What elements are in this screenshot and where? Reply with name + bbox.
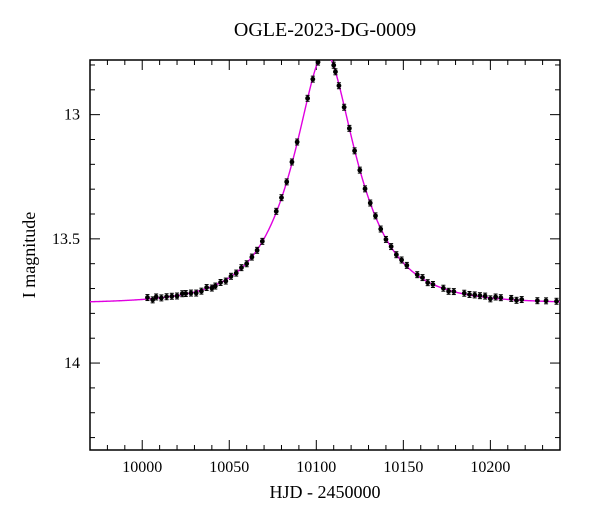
- x-tick-label: 10200: [470, 459, 510, 476]
- x-tick-label: 10050: [209, 459, 249, 476]
- data-point: [183, 291, 188, 296]
- data-point: [535, 298, 540, 303]
- data-point: [357, 168, 362, 173]
- y-tick-label: 13: [64, 107, 80, 124]
- data-point: [239, 265, 244, 270]
- data-point: [159, 296, 164, 301]
- data-point: [316, 60, 321, 65]
- data-point: [483, 294, 488, 299]
- data-point: [260, 239, 265, 244]
- data-point: [331, 63, 336, 68]
- data-point: [347, 126, 352, 131]
- data-point: [378, 227, 383, 232]
- data-point: [244, 261, 249, 266]
- data-point: [199, 289, 204, 294]
- data-point: [169, 294, 174, 299]
- data-point: [218, 280, 223, 285]
- data-point: [154, 295, 159, 300]
- data-point: [279, 195, 284, 200]
- data-point: [213, 284, 218, 289]
- data-point: [478, 293, 483, 298]
- data-point: [384, 237, 389, 242]
- data-point: [352, 148, 357, 153]
- data-point: [425, 280, 430, 285]
- data-point: [415, 272, 420, 277]
- data-point: [223, 279, 228, 284]
- data-point: [488, 296, 493, 301]
- data-point: [342, 105, 347, 110]
- data-point: [145, 295, 150, 300]
- data-point: [462, 291, 467, 296]
- data-point: [441, 286, 446, 291]
- data-point: [399, 258, 404, 263]
- data-point: [554, 299, 559, 304]
- data-point: [234, 271, 239, 276]
- data-point: [295, 140, 300, 145]
- data-point: [204, 285, 209, 290]
- data-point: [519, 297, 524, 302]
- data-point: [493, 295, 498, 300]
- data-point: [284, 179, 289, 184]
- data-point: [337, 83, 342, 88]
- data-point: [544, 298, 549, 303]
- data-point: [164, 294, 169, 299]
- data-point: [175, 294, 180, 299]
- data-point: [194, 291, 199, 296]
- chart-title: OGLE-2023-DG-0009: [234, 19, 416, 41]
- lightcurve-chart: OGLE-2023-DG-0009 10000 10050 10100 10150 102…: [0, 0, 600, 512]
- data-point: [305, 96, 310, 101]
- data-point: [514, 298, 519, 303]
- data-point: [368, 201, 373, 206]
- data-point: [249, 255, 254, 260]
- data-point: [189, 291, 194, 296]
- data-point: [373, 213, 378, 218]
- data-point: [389, 244, 394, 249]
- data-point: [404, 263, 409, 268]
- data-point: [498, 295, 503, 300]
- data-point: [446, 289, 451, 294]
- data-point: [394, 252, 399, 257]
- data-point: [451, 289, 456, 294]
- data-point: [472, 293, 477, 298]
- data-point: [333, 69, 338, 74]
- data-point: [363, 186, 368, 191]
- data-point: [467, 292, 472, 297]
- data-point: [431, 282, 436, 287]
- data-point: [274, 209, 279, 214]
- y-axis-label: I magnitude: [19, 212, 39, 298]
- data-point: [420, 275, 425, 280]
- x-tick-label: 10000: [122, 459, 162, 476]
- y-tick-label: 13.5: [52, 231, 80, 248]
- data-point: [229, 274, 234, 279]
- data-point: [310, 77, 315, 82]
- data-point: [290, 160, 295, 165]
- y-tick-label: 14: [64, 355, 80, 372]
- data-point: [255, 248, 260, 253]
- x-axis-label: HJD - 2450000: [270, 482, 381, 502]
- x-tick-label: 10100: [296, 459, 336, 476]
- x-tick-label: 10150: [383, 459, 423, 476]
- data-point: [509, 296, 514, 301]
